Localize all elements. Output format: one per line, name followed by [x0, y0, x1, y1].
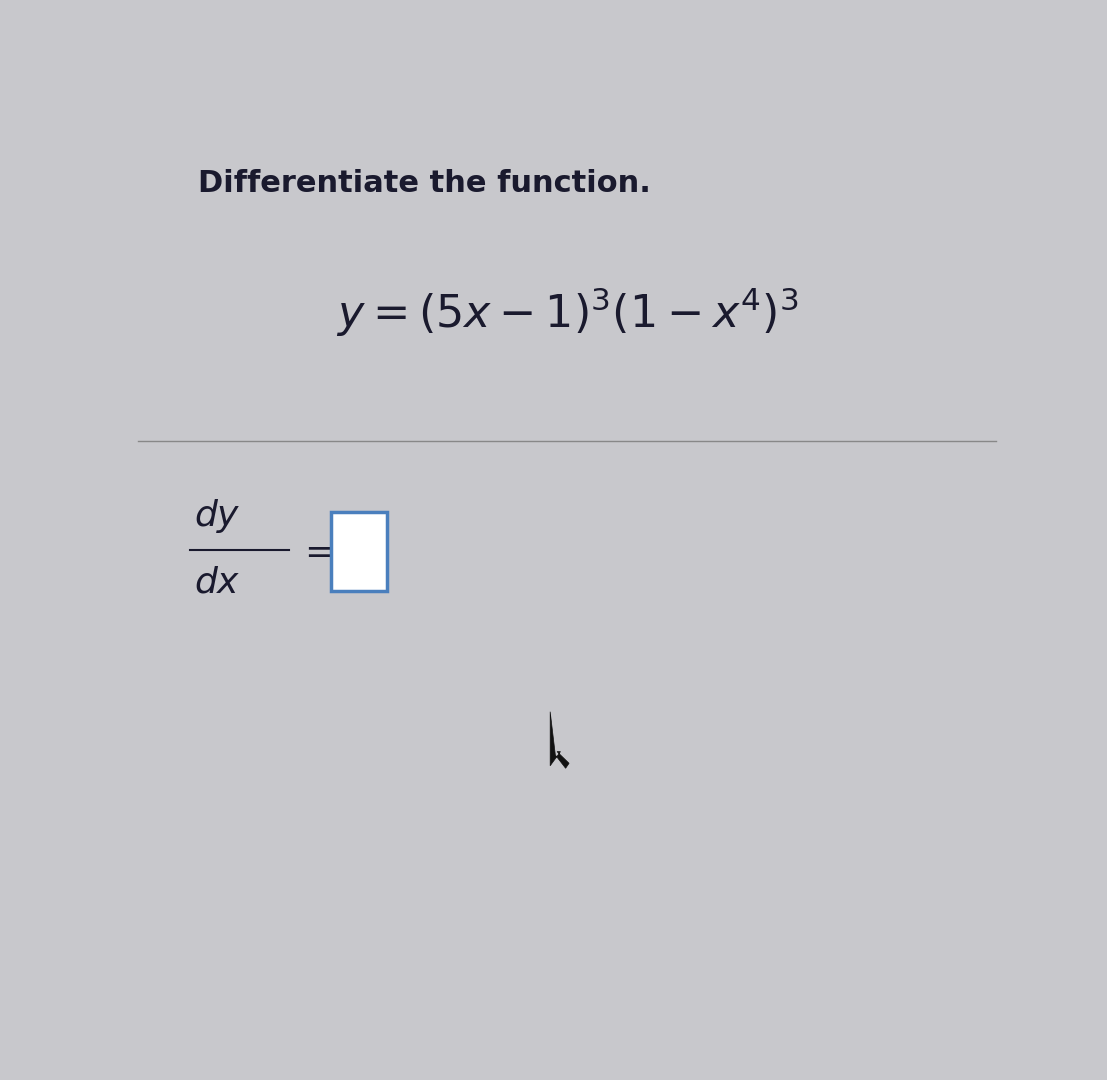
FancyBboxPatch shape — [331, 512, 387, 591]
Text: $dy$: $dy$ — [194, 497, 241, 536]
Text: Differentiate the function.: Differentiate the function. — [198, 170, 651, 198]
Polygon shape — [550, 712, 569, 768]
Text: $=$: $=$ — [297, 535, 332, 568]
Text: $dx$: $dx$ — [194, 566, 240, 599]
Text: $y = (5x - 1)^3(1 - x^4)^3$: $y = (5x - 1)^3(1 - x^4)^3$ — [337, 286, 798, 339]
